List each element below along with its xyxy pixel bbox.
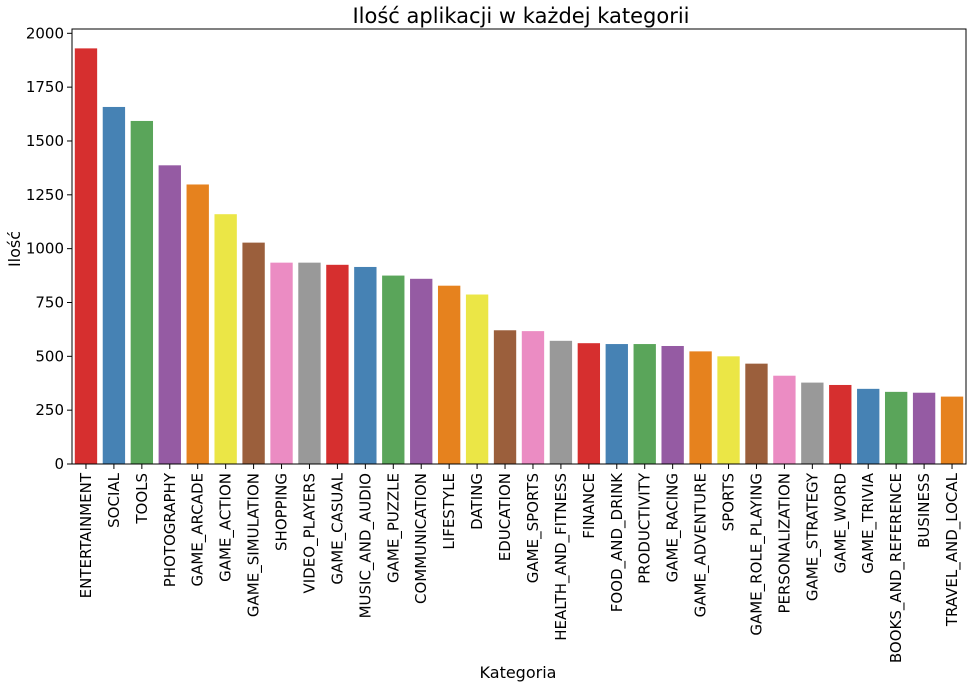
bar xyxy=(242,242,265,464)
x-tick-label: GAME_STRATEGY xyxy=(803,472,822,601)
x-tick-label: VIDEO_PLAYERS xyxy=(300,473,319,593)
y-tick-label: 1250 xyxy=(26,186,64,204)
x-tick-label: GAME_PUZZLE xyxy=(384,473,403,583)
x-tick-label: EDUCATION xyxy=(496,473,514,561)
bar xyxy=(801,382,824,464)
x-tick-label: SHOPPING xyxy=(273,473,291,551)
bar xyxy=(354,266,377,464)
x-tick-label: LIFESTYLE xyxy=(440,473,458,550)
x-tick-label: GAME_ACTION xyxy=(217,473,236,582)
bars-group xyxy=(74,48,964,464)
y-tick-label: 750 xyxy=(35,293,64,311)
bar xyxy=(829,384,852,464)
bar xyxy=(912,392,936,464)
x-tick-label: TRAVEL_AND_LOCAL xyxy=(943,472,962,627)
x-tick-label: PRODUCTIVITY xyxy=(636,472,654,584)
y-tick-label: 1500 xyxy=(26,132,64,150)
x-tick-label: GAME_WORD xyxy=(831,473,850,573)
bar xyxy=(717,356,740,464)
bar xyxy=(74,48,98,464)
bar xyxy=(940,396,964,464)
bar xyxy=(493,330,517,464)
x-tick-label: BOOKS_AND_REFERENCE xyxy=(887,473,906,663)
y-tick-label: 2000 xyxy=(26,24,64,42)
x-tick-label: PERSONALIZATION xyxy=(775,473,793,614)
bar xyxy=(326,264,349,464)
bar xyxy=(410,278,433,464)
bar xyxy=(689,351,712,464)
x-tick-label: GAME_TRIVIA xyxy=(859,472,878,573)
x-tick-label: GAME_ARCADE xyxy=(189,473,208,587)
bar xyxy=(661,345,684,464)
chart-title: Ilość aplikacji w każdej kategorii xyxy=(352,4,689,28)
bar xyxy=(270,262,293,464)
y-axis-label: Ilość xyxy=(5,231,24,267)
x-tick-label: ENTERTAINMENT xyxy=(77,472,95,598)
bar xyxy=(521,331,545,464)
bar xyxy=(773,375,796,464)
x-tick-label: GAME_CASUAL xyxy=(328,472,347,584)
bar xyxy=(549,340,573,464)
x-tick-label: FOOD_AND_DRINK xyxy=(608,472,627,612)
x-axis-ticks: ENTERTAINMENT SOCIAL TOOLS PHOTOGRAPHY GAME_… xyxy=(77,464,962,663)
bar xyxy=(382,275,405,464)
bar xyxy=(857,388,880,464)
bar xyxy=(214,214,237,464)
y-tick-label: 250 xyxy=(35,401,64,419)
x-tick-label: MUSIC_AND_AUDIO xyxy=(356,473,375,618)
x-tick-label: GAME_ROLE_PLAYING xyxy=(747,473,766,636)
bar xyxy=(465,294,489,464)
bar xyxy=(745,363,768,464)
bar xyxy=(884,391,908,464)
bar xyxy=(577,343,601,464)
x-tick-label: GAME_SIMULATION xyxy=(245,473,264,617)
plot-frame xyxy=(71,28,967,465)
x-tick-label: GAME_RACING xyxy=(664,473,683,582)
y-tick-label: 1000 xyxy=(26,240,64,258)
x-tick-label: HEALTH_AND_FITNESS xyxy=(552,473,571,641)
x-axis-label: Kategoria xyxy=(480,663,557,682)
x-tick-label: SOCIAL xyxy=(105,472,123,527)
x-tick-label: COMMUNICATION xyxy=(412,473,430,604)
x-tick-label: FINANCE xyxy=(580,473,598,539)
x-tick-label: BUSINESS xyxy=(915,473,933,548)
bar xyxy=(130,120,154,464)
y-tick-label: 1750 xyxy=(26,78,64,96)
bar xyxy=(186,184,209,464)
x-tick-label: GAME_SPORTS xyxy=(524,473,543,583)
y-axis-ticks: 0 250 500 750 1000 1250 1500 1750 2000 xyxy=(26,24,72,473)
bar xyxy=(605,344,628,464)
bar xyxy=(158,165,181,464)
bar xyxy=(437,285,461,464)
x-tick-label: DATING xyxy=(468,473,486,530)
bar xyxy=(298,262,321,464)
x-tick-label: GAME_ADVENTURE xyxy=(692,473,711,617)
x-tick-label: PHOTOGRAPHY xyxy=(161,472,179,587)
y-tick-label: 500 xyxy=(35,347,64,365)
bar xyxy=(102,106,126,464)
y-tick-label: 0 xyxy=(54,455,64,473)
x-tick-label: TOOLS xyxy=(133,473,151,525)
x-tick-label: SPORTS xyxy=(720,473,738,531)
bar xyxy=(633,344,656,464)
